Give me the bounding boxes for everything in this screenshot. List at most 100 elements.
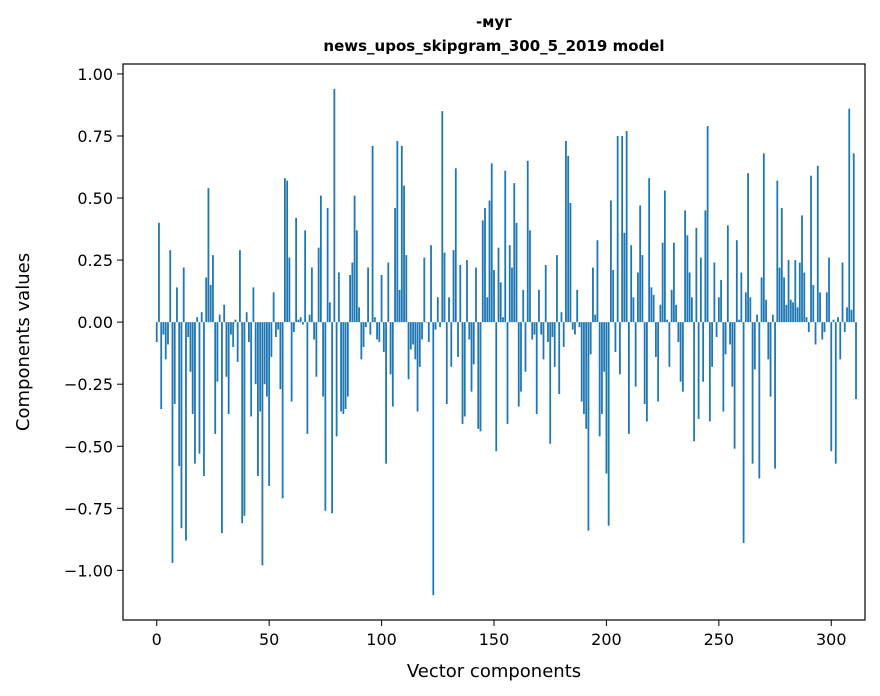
bar-62 <box>295 217 298 323</box>
bar-293 <box>814 322 817 345</box>
bar-304 <box>839 322 842 360</box>
bar-112 <box>407 322 410 380</box>
bar-93 <box>364 322 367 328</box>
bar-232 <box>677 322 680 342</box>
bar-181 <box>562 322 565 347</box>
bar-222 <box>654 322 657 357</box>
bar-151 <box>495 322 498 452</box>
bar-268 <box>758 322 761 479</box>
bar-32 <box>227 322 230 414</box>
bar-257 <box>733 322 736 449</box>
bar-131 <box>450 322 453 367</box>
bar-183 <box>567 155 570 323</box>
bar-11 <box>180 322 183 529</box>
bar-236 <box>686 235 689 323</box>
bar-190 <box>583 322 585 414</box>
bar-18 <box>196 317 199 323</box>
bar-139 <box>468 322 471 340</box>
bar-75 <box>324 322 327 511</box>
bar-277 <box>778 267 781 323</box>
bar-157 <box>508 245 511 323</box>
y-axis-ticks: 1.00 0.75 0.50 0.25 0.00 −0.25 −0.50 −0.75 −1.00 <box>64 65 123 580</box>
y-axis-label: Components values <box>13 253 34 431</box>
bar-280 <box>785 304 788 323</box>
bar-223 <box>657 322 660 402</box>
bar-173 <box>544 265 547 323</box>
bar-91 <box>360 322 363 360</box>
bar-44 <box>254 322 257 385</box>
bar-244 <box>704 210 707 323</box>
bar-84 <box>344 322 347 410</box>
bar-243 <box>702 322 705 382</box>
bar-311 <box>855 322 857 400</box>
bar-23 <box>207 188 210 323</box>
bar-107 <box>396 140 399 323</box>
bar-216 <box>641 255 644 323</box>
bar-263 <box>747 173 749 323</box>
bar-310 <box>852 153 855 323</box>
bar-175 <box>549 322 552 444</box>
bar-79 <box>333 88 336 323</box>
bar-127 <box>441 111 444 323</box>
bar-42 <box>250 322 253 417</box>
x-tick-label: 300 <box>816 630 847 649</box>
bar-285 <box>796 307 799 323</box>
bar-169 <box>535 322 538 414</box>
bar-281 <box>787 260 790 323</box>
bar-174 <box>547 322 549 342</box>
bar-39 <box>243 322 246 516</box>
bar-53 <box>275 322 277 338</box>
bar-98 <box>376 322 378 340</box>
bar-124 <box>434 322 437 330</box>
bar-29 <box>221 322 223 534</box>
bar-195 <box>594 314 597 323</box>
bar-82 <box>340 322 342 412</box>
bar-251 <box>720 279 722 323</box>
bar-121 <box>427 322 430 342</box>
bar-308 <box>848 108 851 323</box>
bar-299 <box>828 257 830 323</box>
bar-238 <box>690 297 693 323</box>
bar-47 <box>261 322 264 566</box>
chart-title-line1: -муг <box>476 13 512 31</box>
bar-180 <box>560 312 563 323</box>
bar-97 <box>373 317 376 323</box>
bar-120 <box>425 322 428 323</box>
bar-242 <box>699 257 702 323</box>
bar-10 <box>178 322 181 467</box>
bar-94 <box>367 267 369 323</box>
bar-24 <box>209 284 212 323</box>
bar-17 <box>194 322 196 464</box>
bar-255 <box>729 322 731 345</box>
bar-287 <box>801 215 803 323</box>
bar-30 <box>223 304 226 323</box>
bar-63 <box>297 319 300 323</box>
bar-198 <box>601 322 603 414</box>
bar-252 <box>722 322 725 412</box>
bar-144 <box>479 322 482 432</box>
bar-219 <box>648 178 651 323</box>
bar-9 <box>176 287 178 323</box>
x-tick-label: 50 <box>259 630 279 649</box>
bar-176 <box>551 322 554 338</box>
bar-291 <box>810 175 812 323</box>
bar-87 <box>351 262 354 323</box>
bar-278 <box>780 207 783 323</box>
y-tick-label: −1.00 <box>64 561 113 580</box>
bar-150 <box>493 270 495 323</box>
bar-201 <box>607 322 610 526</box>
bar-254 <box>726 225 729 323</box>
bars-group <box>155 88 857 596</box>
y-tick-label: 0.50 <box>77 189 113 208</box>
bar-14 <box>187 322 190 338</box>
bar-234 <box>681 322 684 392</box>
bar-229 <box>670 289 673 323</box>
bar-43 <box>252 287 255 323</box>
bar-167 <box>531 322 534 340</box>
bar-276 <box>776 180 779 323</box>
bar-155 <box>504 170 507 323</box>
y-tick-label: 0.00 <box>77 313 113 332</box>
bar-158 <box>511 267 513 323</box>
bar-267 <box>756 314 758 323</box>
